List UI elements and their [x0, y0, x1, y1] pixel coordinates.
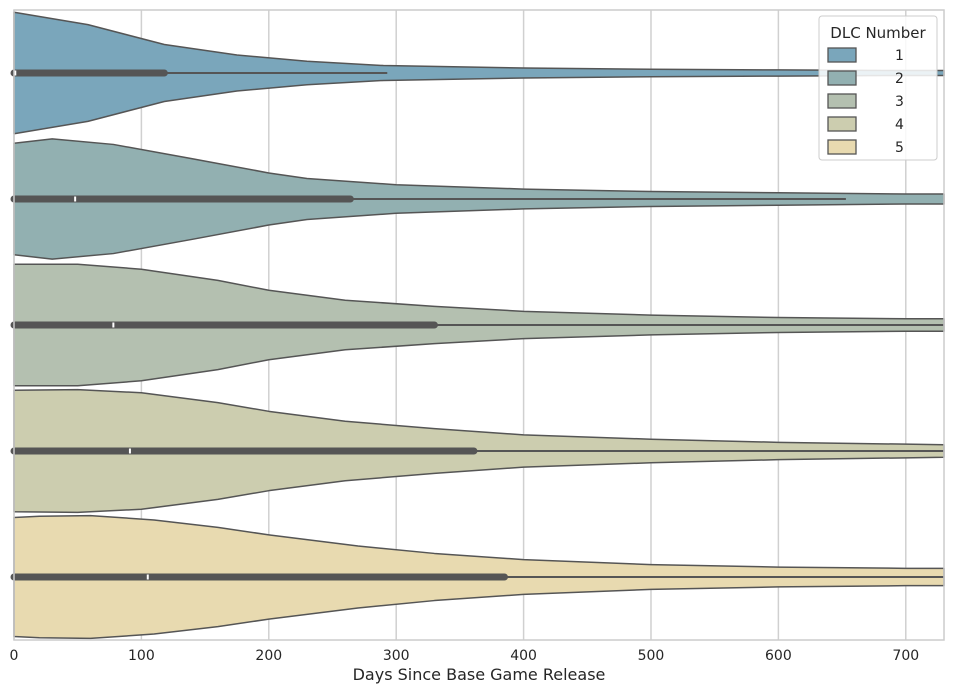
violin-dlc-4 [10, 388, 945, 514]
x-tick-label: 100 [128, 648, 155, 664]
violin-dlc-2 [10, 138, 945, 260]
x-tick-label: 400 [510, 648, 537, 664]
violin-dlc-5 [10, 514, 945, 640]
x-axis-label: Days Since Base Game Release [353, 665, 606, 684]
legend: DLC Number 1 2 3 4 5 [818, 15, 938, 161]
legend-swatch [827, 116, 857, 132]
legend-label: 4 [895, 117, 904, 133]
legend-swatch [827, 70, 857, 86]
x-tick-label: 300 [383, 648, 410, 664]
legend-label: 5 [895, 140, 904, 156]
legend-label: 3 [895, 94, 904, 110]
violins [10, 11, 945, 640]
x-tick-label: 700 [892, 648, 919, 664]
x-tick-label: 500 [638, 648, 665, 664]
x-tick-label: 0 [10, 648, 19, 664]
x-tick-label: 200 [255, 648, 282, 664]
violin-dlc-3 [10, 263, 945, 387]
legend-label: 2 [895, 71, 904, 87]
x-tick-label: 600 [765, 648, 792, 664]
legend-label: 1 [895, 48, 904, 64]
legend-swatch [827, 47, 857, 63]
x-tick-labels: 0 100 200 300 400 500 600 700 [10, 648, 920, 664]
plot-frame [13, 9, 945, 641]
legend-swatch [827, 93, 857, 109]
legend-title: DLC Number [830, 24, 926, 42]
legend-swatch [827, 139, 857, 155]
violin-dlc-1 [10, 11, 945, 135]
